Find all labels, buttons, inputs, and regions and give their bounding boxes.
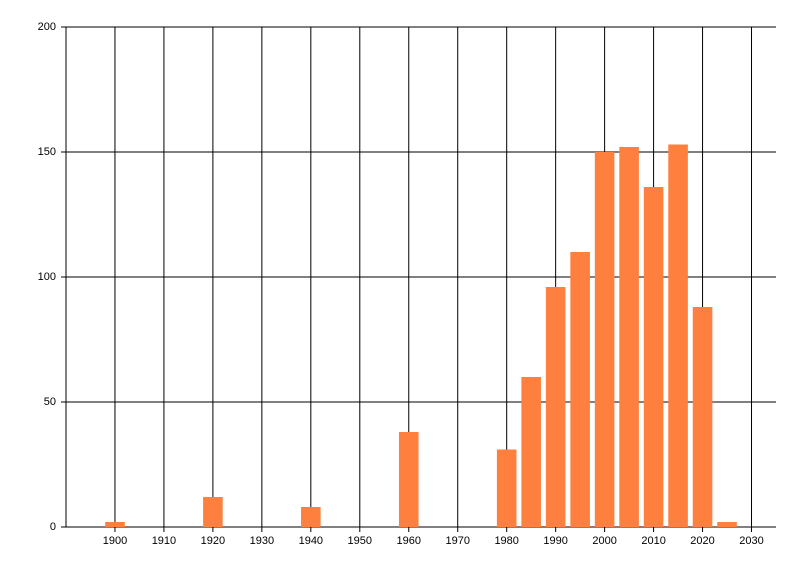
bar	[521, 377, 541, 527]
y-tick-label: 50	[44, 396, 56, 408]
bar	[619, 147, 639, 527]
x-tick-label: 1910	[152, 535, 176, 547]
y-tick-label: 150	[38, 146, 56, 158]
x-tick-label: 1970	[445, 535, 469, 547]
x-tick-label: 1940	[299, 535, 323, 547]
bar	[717, 522, 737, 527]
x-tick-label: 1980	[494, 535, 518, 547]
bar	[105, 522, 125, 527]
x-tick-label: 1930	[250, 535, 274, 547]
x-tick-label: 1900	[103, 535, 127, 547]
bar	[301, 507, 321, 527]
x-tick-label: 2020	[690, 535, 714, 547]
bar	[203, 497, 223, 527]
y-tick-label: 0	[50, 521, 56, 533]
bar	[643, 187, 664, 527]
y-tick-label: 100	[38, 271, 56, 283]
x-tick-label: 1990	[543, 535, 567, 547]
bar	[570, 252, 590, 527]
x-tick-label: 2010	[641, 535, 665, 547]
bar	[594, 152, 615, 527]
x-tick-label: 1920	[201, 535, 225, 547]
y-tick-label: 200	[38, 21, 56, 33]
bar	[692, 307, 713, 527]
x-tick-label: 2000	[592, 535, 616, 547]
bar	[545, 287, 566, 527]
x-tick-label: 1950	[348, 535, 372, 547]
x-tick-label: 2030	[739, 535, 763, 547]
bar	[398, 432, 419, 527]
x-tick-label: 1960	[397, 535, 421, 547]
bar	[668, 144, 688, 527]
bar	[496, 449, 517, 527]
